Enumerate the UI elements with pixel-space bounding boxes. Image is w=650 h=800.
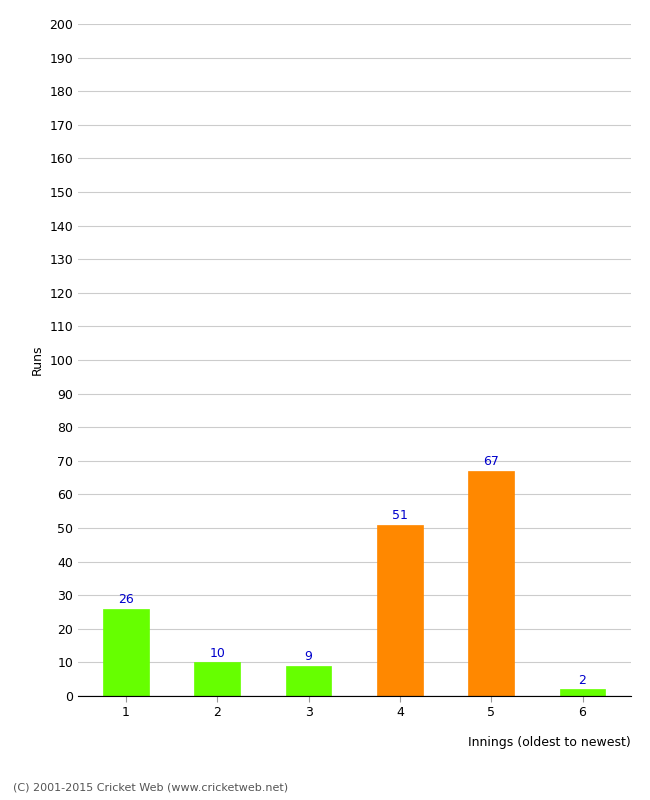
Bar <box>560 690 605 696</box>
Text: 26: 26 <box>118 593 134 606</box>
Text: 67: 67 <box>484 455 499 468</box>
X-axis label: Innings (oldest to newest): Innings (oldest to newest) <box>468 736 630 750</box>
Text: 9: 9 <box>305 650 313 663</box>
Text: 10: 10 <box>209 646 225 660</box>
Bar <box>377 525 423 696</box>
Bar <box>469 471 514 696</box>
Y-axis label: Runs: Runs <box>31 345 44 375</box>
Text: (C) 2001-2015 Cricket Web (www.cricketweb.net): (C) 2001-2015 Cricket Web (www.cricketwe… <box>13 782 288 792</box>
Bar <box>103 609 149 696</box>
Bar <box>286 666 332 696</box>
Text: 51: 51 <box>392 509 408 522</box>
Text: 2: 2 <box>578 674 586 686</box>
Bar <box>194 662 240 696</box>
